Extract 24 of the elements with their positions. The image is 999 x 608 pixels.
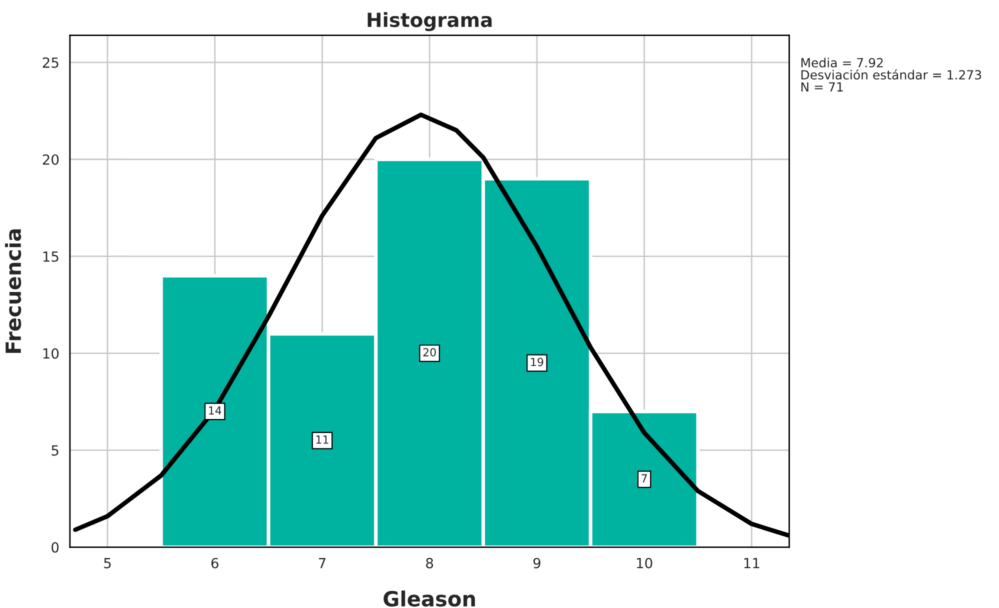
y-tick-label: 10 — [43, 348, 59, 359]
x-tick-label: 9 — [533, 558, 540, 568]
text: N = 71 — [801, 82, 843, 92]
data-label: 20 — [423, 348, 436, 357]
y-tick-label: 5 — [52, 445, 58, 456]
data-label: 7 — [642, 474, 647, 482]
x-tick-label: 8 — [426, 558, 434, 568]
y-axis-title: Frecuencia — [5, 229, 22, 353]
data-label: 11 — [316, 436, 328, 444]
y-tick-label: 15 — [43, 251, 58, 262]
x-tick-label: 7 — [318, 558, 326, 568]
y-tick-label: 25 — [42, 57, 58, 68]
text: Media = 7.92 — [801, 58, 883, 68]
x-tick-label: 10 — [636, 558, 652, 568]
y-tick-label: 20 — [42, 154, 59, 165]
x-tick-label: 5 — [104, 558, 111, 568]
data-label: 19 — [531, 358, 544, 366]
x-tick-label: 6 — [211, 558, 218, 568]
text: Desviación estándar = 1.273 — [801, 69, 982, 80]
chart-title: Histograma — [368, 12, 492, 32]
x-tick-label: 11 — [744, 558, 760, 568]
y-tick-label: 0 — [52, 542, 59, 553]
x-axis-title: Gleason — [384, 590, 475, 607]
data-label: 14 — [209, 406, 222, 415]
